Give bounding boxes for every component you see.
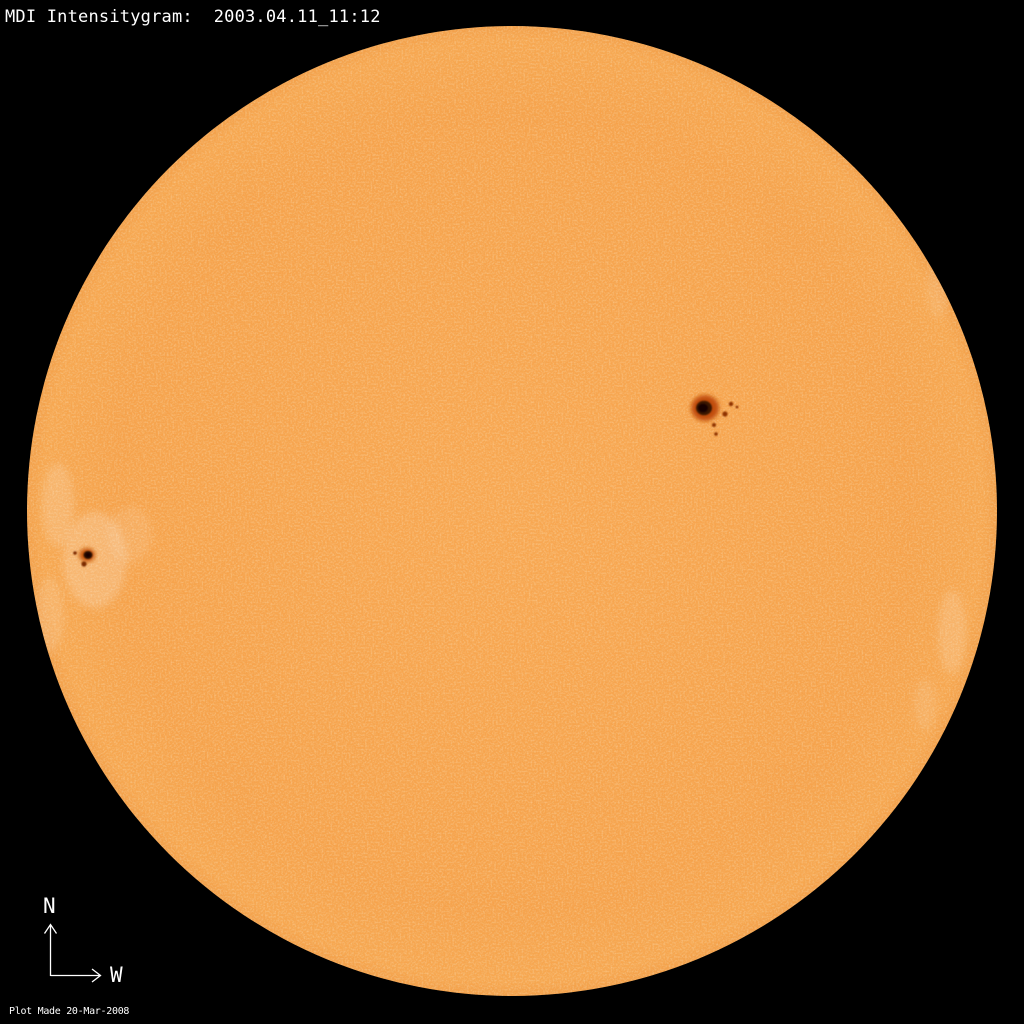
sunspot-pore xyxy=(722,411,728,417)
sunspot-small xyxy=(73,548,95,567)
facula-patch xyxy=(938,590,966,674)
sunspot-pore xyxy=(735,405,739,409)
plot-made-label: Plot Made 20-Mar-2008 xyxy=(9,1006,129,1017)
sunspot-pore xyxy=(728,401,734,407)
facula-patch xyxy=(42,463,74,547)
compass-north-label: N xyxy=(43,894,56,918)
compass-west-arrow xyxy=(50,968,102,983)
sunspot-large xyxy=(691,395,739,436)
facula-patch xyxy=(914,679,936,731)
sunspot-pore xyxy=(73,551,77,555)
compass-north-arrow xyxy=(43,923,58,976)
sunspot-core xyxy=(85,552,91,558)
sunspot-pore xyxy=(712,423,716,427)
sunspots-layer xyxy=(73,395,739,567)
facula-patch xyxy=(108,507,152,563)
facula-patch xyxy=(36,577,64,653)
sunspot-pore xyxy=(81,561,87,567)
sunspot-pore xyxy=(714,432,718,436)
granulation-texture xyxy=(27,26,997,996)
compass: N W xyxy=(43,894,123,987)
compass-west-label: W xyxy=(110,963,123,987)
image-title: MDI Intensitygram: 2003.04.11_11:12 xyxy=(5,7,381,27)
sunspot-core xyxy=(698,403,708,413)
